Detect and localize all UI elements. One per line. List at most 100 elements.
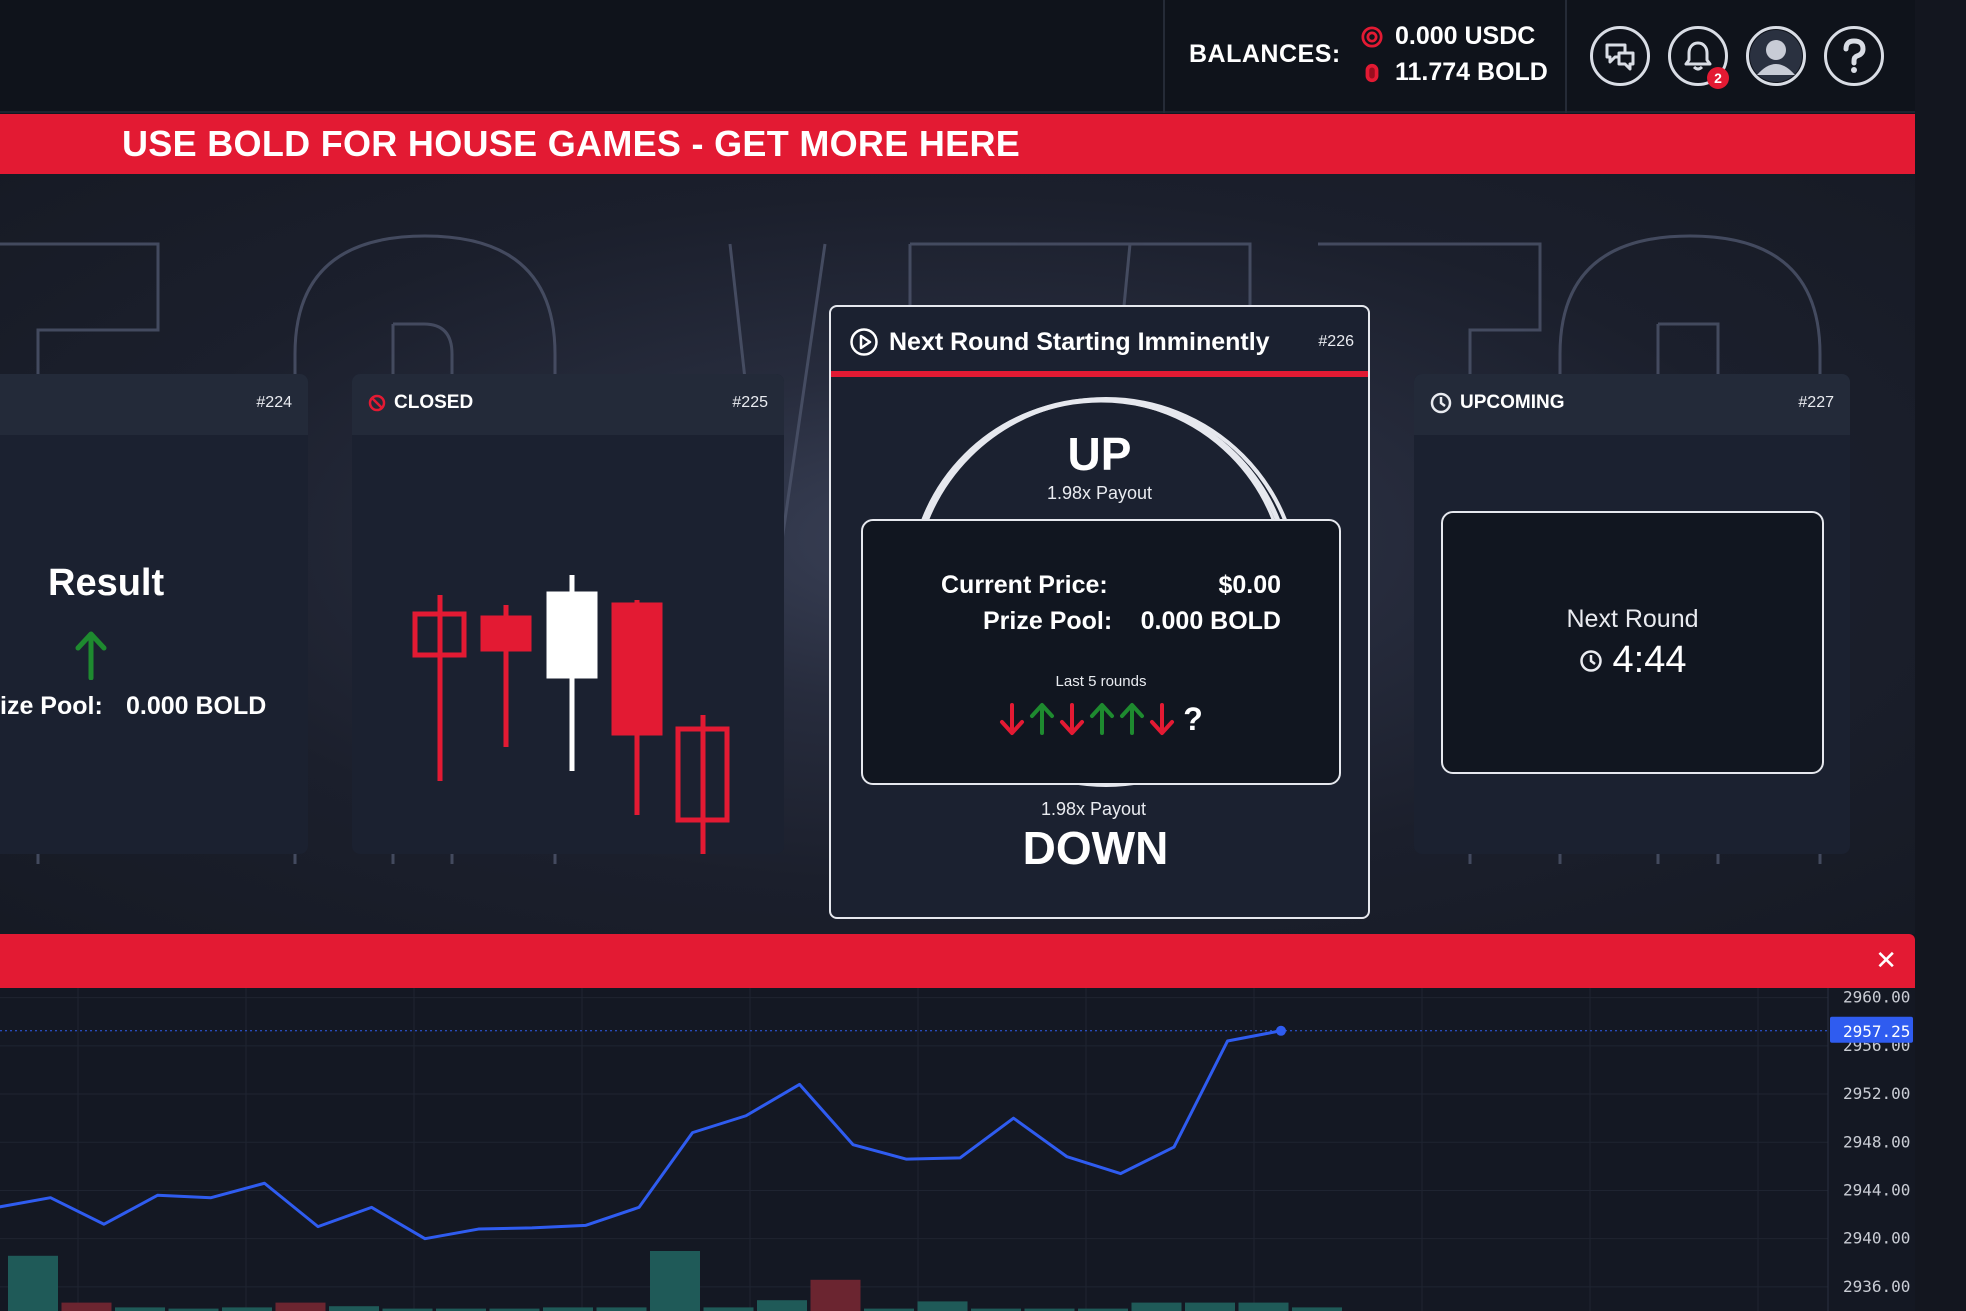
price-line [0,1029,1282,1241]
volume-bar [1238,1302,1289,1311]
bold-coin-icon [1365,63,1379,82]
volume-bar [543,1307,593,1311]
balances-label: BALANCES: [1189,40,1341,68]
countdown-value: 4:44 [1612,639,1687,681]
round-card-header: UPCOMING #227 [1414,374,1850,435]
bell-icon [1684,41,1712,71]
round-id: #225 [732,394,768,411]
volume-bar [275,1302,326,1311]
usdc-coin-icon [1361,25,1383,48]
volume-bar [1024,1308,1075,1311]
volume-bar [1185,1302,1235,1311]
current-price-label: Current Price: [941,571,1108,599]
last-price-label: 2957.25 [1843,1022,1910,1041]
round-card-225[interactable]: CLOSED #225 [352,374,784,854]
round-status-label: UPCOMING [1460,392,1565,413]
round-card-header: #224 [0,374,308,435]
last-rounds-arrows: ? [863,701,1339,738]
down-label[interactable]: DOWN [1022,822,1169,874]
y-tick-label: 2948.00 [1843,1132,1910,1151]
next-round-timer-box: Next Round 4:44 [1441,511,1824,774]
volume-bar [436,1308,486,1311]
volume-bar [757,1300,807,1311]
up-label[interactable]: UP [1067,428,1132,480]
promo-banner[interactable]: USE BOLD FOR HOUSE GAMES - GET MORE HERE [0,114,1915,174]
y-tick-label: 2940.00 [1843,1229,1910,1248]
volume-bar [489,1308,540,1311]
balances-panel: BALANCES: 0.000 USDC 11.774 BOLD [1163,0,1567,113]
volume-bar [115,1307,165,1311]
top-header: BALANCES: 0.000 USDC 11.774 BOLD 2 [0,0,1915,113]
volume-bar [222,1307,272,1311]
play-icon [850,328,878,356]
round-id: #224 [256,394,292,411]
volume-bar [8,1255,58,1311]
volume-bar [810,1279,861,1311]
user-avatar-icon [1750,30,1802,82]
volume-bar [382,1308,433,1311]
round-card-224[interactable]: #224 [0,374,308,854]
help-button[interactable] [1824,26,1884,86]
result-up-arrow-icon [75,631,107,680]
up-arrow-icon [1120,703,1145,735]
up-arrow-icon [1090,703,1115,735]
result-prize-pool-value: 0.000 BOLD [126,692,267,720]
down-arrow-icon [1060,703,1085,735]
result-label: Result [48,562,165,604]
profile-button[interactable] [1746,26,1806,86]
notifications-button[interactable]: 2 [1668,26,1729,89]
prize-pool-label: Prize Pool: [983,607,1113,635]
next-round-label: Next Round [1566,605,1699,633]
y-tick-label: 2944.00 [1843,1180,1910,1199]
volume-bar [971,1308,1021,1311]
round-status: UPCOMING [1430,392,1565,414]
round-status-label: CLOSED [394,392,474,413]
volume-bar [650,1251,700,1311]
volume-bar [917,1301,968,1311]
volume-bar [1078,1308,1128,1311]
price-chart-canvas[interactable]: 2960.002956.002952.002948.002944.002940.… [0,988,1915,1311]
current-price-value: $0.00 [1218,571,1281,599]
candlestick-illustration [412,575,730,854]
round-title: Next Round Starting Imminently [849,327,1270,357]
round-id: #226 [1318,333,1354,350]
round-card-header: Next Round Starting Imminently #226 [831,307,1368,377]
last-price-dot [1276,1025,1286,1036]
round-info-panel: Current Price: $0.00 Prize Pool: 0.000 B… [861,519,1341,785]
countdown: 4:44 [1443,639,1822,682]
promo-text[interactable]: USE BOLD FOR HOUSE GAMES - GET MORE HERE [122,123,1021,164]
volume-bar [703,1307,754,1311]
last-rounds-label: Last 5 rounds [1055,673,1147,690]
volume-bar [1131,1302,1182,1311]
bold-balance: 11.774 BOLD [1361,58,1548,87]
up-payout: 1.98x Payout [1046,483,1153,503]
usdc-balance: 0.000 USDC [1361,22,1535,51]
close-icon[interactable]: ✕ [1875,945,1897,975]
round-card-226[interactable]: Next Round Starting Imminently #226 UP 1… [829,305,1370,919]
price-chart[interactable]: 2960.00 2956.00 2952.00 2948.00 2944.00 2940.… [0,988,1915,1311]
y-tick-label: 2952.00 [1843,1084,1910,1103]
clock-icon [1579,649,1602,672]
y-tick-label: 2960.00 [1843,988,1910,1007]
round-card-header: CLOSED #225 [352,374,784,435]
chat-icon [1605,43,1635,71]
chart-toolbar: ✕ [0,934,1915,988]
volume-bar [1292,1307,1342,1311]
up-arrow-icon [1030,703,1055,735]
bold-amount: 11.774 BOLD [1395,58,1548,86]
unknown-round-marker: ? [1183,701,1203,737]
notification-count-badge: 2 [1707,67,1729,89]
y-tick-label: 2936.00 [1843,1277,1910,1296]
closed-icon [368,394,386,412]
chat-button[interactable] [1590,26,1650,86]
down-payout: 1.98x Payout [1040,799,1147,819]
round-id: #227 [1798,394,1834,411]
prize-pool-value: 0.000 BOLD [1140,607,1281,635]
round-title-text: Next Round Starting Imminently [889,327,1270,356]
volume-bar [596,1307,647,1311]
volume-bar [61,1302,112,1311]
volume-bar [168,1308,219,1311]
result-prize-pool-label: ize Pool: [0,692,103,720]
volume-bar [864,1308,914,1311]
volume-bar [329,1306,379,1311]
